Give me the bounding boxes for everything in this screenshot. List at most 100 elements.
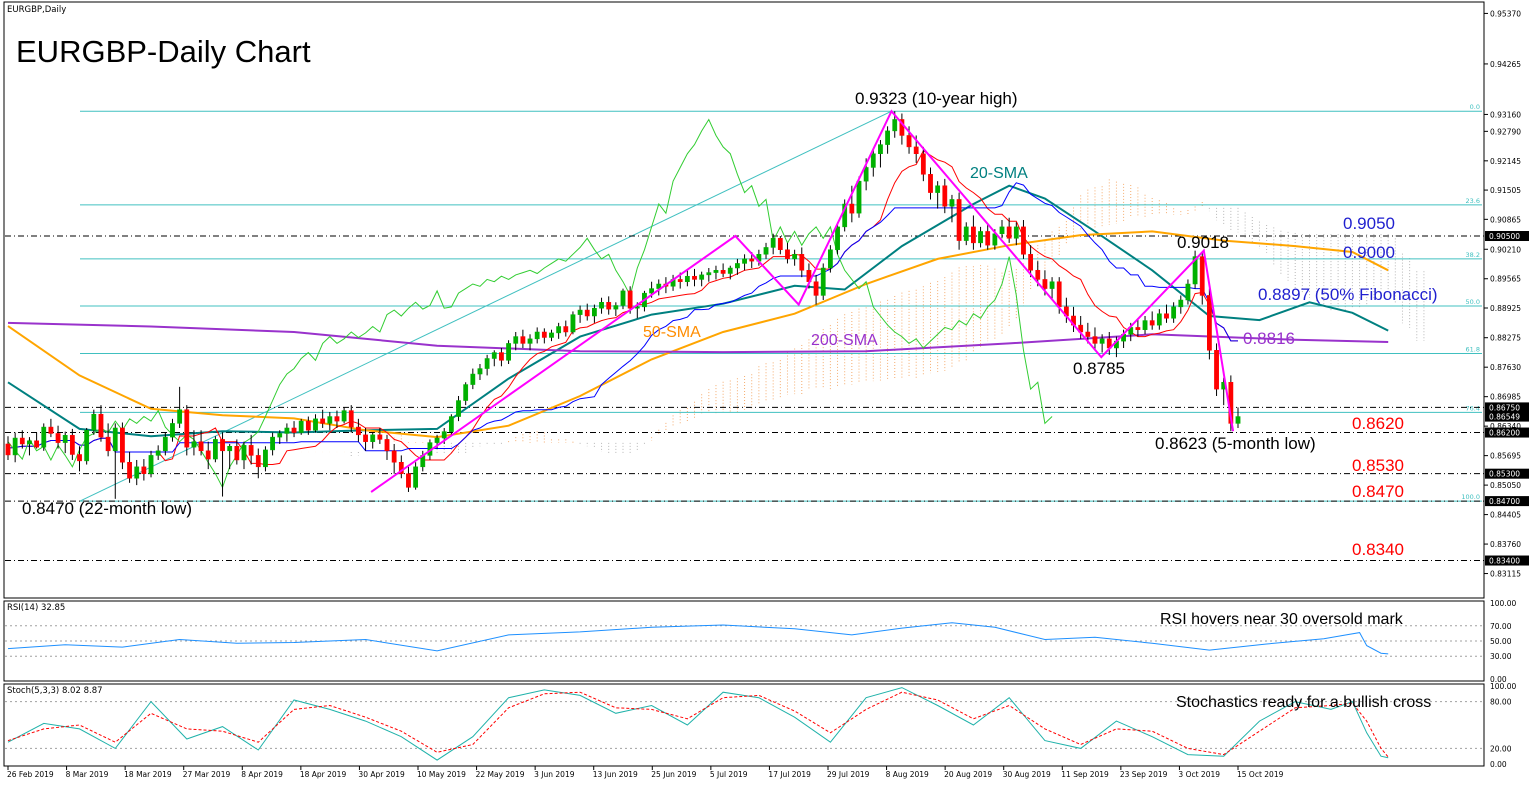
- level-label-0-8470: 0.8470: [1352, 482, 1404, 501]
- rsi-line: [7, 622, 1389, 655]
- candle-body: [649, 288, 654, 294]
- candle-body: [313, 418, 318, 431]
- candle-body: [785, 249, 790, 260]
- price-axis-label: 0.88275: [1490, 334, 1521, 343]
- candle-body: [913, 146, 919, 154]
- candle-body: [298, 420, 304, 433]
- candle-body: [127, 462, 132, 479]
- candle-body: [363, 434, 368, 442]
- rsi-indicator: [5, 622, 1484, 657]
- price-axis-label: 0.91505: [1490, 186, 1521, 195]
- candle-body: [513, 336, 519, 344]
- candle-body: [27, 440, 32, 445]
- date-axis-label: 20 Aug 2019: [944, 770, 992, 779]
- annotation-peak-0-9018: 0.9018: [1177, 233, 1229, 252]
- fib-level-label: 0.0: [1470, 103, 1480, 111]
- candle-body: [205, 450, 211, 460]
- candle-body: [327, 416, 333, 424]
- candle-body: [906, 135, 912, 148]
- candle-body: [184, 409, 190, 448]
- fib-level-label: 38.2: [1466, 251, 1480, 259]
- price-level-badge: [1485, 402, 1529, 413]
- date-axis-label: 30 Aug 2019: [1003, 770, 1051, 779]
- candle-body: [920, 153, 926, 175]
- price-level-badge-label: 0.90500: [1489, 232, 1520, 241]
- candle-body: [1028, 254, 1034, 271]
- fib-level-label: 61.8: [1466, 345, 1480, 353]
- candle-body: [534, 331, 540, 340]
- fib-trend-line: [79, 110, 892, 502]
- price-level-badge: [1485, 496, 1529, 507]
- candle-body: [1021, 226, 1026, 255]
- candle-body: [148, 455, 154, 474]
- candle-body: [720, 270, 726, 274]
- candle-body: [949, 199, 955, 207]
- candle-body: [448, 416, 454, 432]
- price-axis-label: 0.90865: [1490, 215, 1521, 224]
- candle-body: [1192, 256, 1198, 285]
- candle-body: [19, 437, 25, 445]
- level-label-0-8340: 0.8340: [1352, 540, 1404, 559]
- candle-body: [1006, 226, 1012, 239]
- candle-body: [956, 199, 962, 241]
- candle-body: [5, 443, 11, 456]
- candle-body: [878, 144, 883, 154]
- candle-body: [1085, 331, 1091, 337]
- price-level-badge-label: 0.86750: [1489, 403, 1520, 412]
- stoch-panel-frame: [3, 683, 1485, 767]
- candle-body: [334, 416, 340, 422]
- candle-body: [1056, 281, 1062, 308]
- candle-body: [1042, 279, 1048, 289]
- candle-body: [499, 352, 504, 361]
- candle-body: [713, 270, 719, 273]
- candle-body: [1099, 338, 1105, 344]
- price-axis-label: 0.88925: [1490, 304, 1521, 313]
- date-axis-label: 8 Aug 2019: [886, 770, 929, 779]
- price-level-badge-label: 0.84700: [1489, 497, 1520, 506]
- candlesticks: [5, 111, 1241, 499]
- candle-body: [170, 423, 175, 438]
- candle-body: [1199, 256, 1205, 296]
- candle-body: [62, 435, 68, 443]
- candle-body: [356, 426, 361, 436]
- candle-body: [320, 418, 326, 424]
- candle-body: [463, 384, 469, 401]
- date-axis-label: 18 Mar 2019: [124, 770, 172, 779]
- candle-body: [248, 445, 254, 456]
- candle-body: [863, 167, 869, 182]
- candle-body: [263, 449, 268, 468]
- candle-body: [899, 119, 905, 136]
- rsi-axis-label: 0.00: [1490, 675, 1507, 684]
- date-axis-label: 23 Sep 2019: [1120, 770, 1168, 779]
- date-axis-label: 3 Oct 2019: [1178, 770, 1220, 779]
- candle-body: [627, 290, 633, 309]
- candle-body: [398, 462, 404, 474]
- fib-level-label: 100.0: [1461, 493, 1480, 501]
- date-axis-label: 18 Apr 2019: [300, 770, 347, 779]
- date-axis-label: 8 Apr 2019: [241, 770, 283, 779]
- price-level-badge: [1485, 231, 1529, 242]
- candle-body: [105, 436, 111, 452]
- candle-body: [1142, 320, 1148, 330]
- price-axis-label: 0.92790: [1490, 127, 1521, 136]
- date-axis-label: 8 Mar 2019: [66, 770, 109, 779]
- candle-body: [835, 226, 840, 250]
- candle-body: [41, 426, 47, 448]
- candle-body: [942, 185, 948, 207]
- candle-body: [370, 434, 376, 442]
- date-axis-label: 25 Jun 2019: [651, 770, 696, 779]
- candle-body: [978, 231, 983, 244]
- price-axis-label: 0.83760: [1490, 540, 1521, 549]
- candle-body: [98, 414, 104, 438]
- candle-body: [434, 437, 440, 443]
- price-axis-label: 0.93160: [1490, 110, 1521, 119]
- candle-body: [677, 279, 683, 282]
- candle-body: [1035, 270, 1041, 280]
- date-axis-label: 29 Jul 2019: [827, 770, 870, 779]
- price-axis-label: 0.85695: [1490, 452, 1521, 461]
- price-axis-label: 0.87630: [1490, 363, 1521, 372]
- price-level-badge: [1485, 468, 1529, 479]
- candle-body: [606, 302, 612, 310]
